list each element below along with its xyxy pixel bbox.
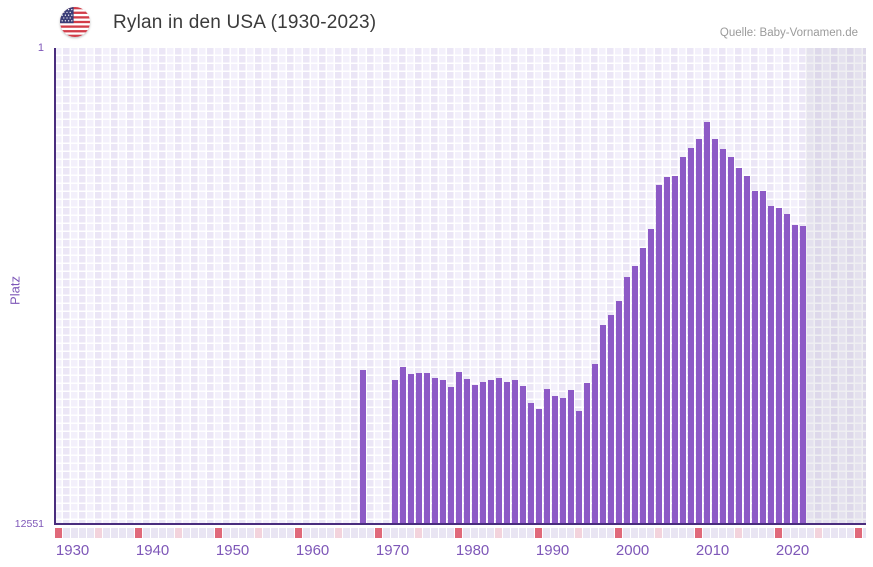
timeline-marker-1955 [255,528,262,538]
bar-1985[interactable] [495,378,503,524]
bar-2016[interactable] [743,176,751,524]
timeline-marker-1950 [215,528,222,538]
bar-1988[interactable] [519,386,527,524]
timeline-marker-2015 [735,528,742,538]
chart-title: Rylan in den USA (1930-2023) [113,12,377,33]
timeline-marker-1935 [95,528,102,538]
timeline-marker-1980 [455,528,462,538]
bar-2000[interactable] [615,301,623,524]
bar-2014[interactable] [727,157,735,524]
bar-2019[interactable] [767,206,775,524]
bar-2005[interactable] [655,185,663,524]
bar-1982[interactable] [471,385,479,524]
plot-area [55,48,866,524]
bar-1990[interactable] [535,409,543,524]
x-tick-1950: 1950 [215,542,250,559]
source-credit: Quelle: Baby-Vornamen.de [719,27,858,39]
bar-1980[interactable] [455,372,463,524]
bar-1992[interactable] [551,396,559,524]
timeline-marker-1995 [575,528,582,538]
bar-2011[interactable] [703,122,711,524]
timeline-marker-1930 [55,528,62,538]
timeline-marker-2005 [655,528,662,538]
x-tick-1990: 1990 [535,542,570,559]
bar-2009[interactable] [687,148,695,524]
timeline-strip [55,528,866,538]
bar-1996[interactable] [583,383,591,524]
bar-1977[interactable] [431,378,439,524]
bar-1986[interactable] [503,382,511,524]
timeline-marker-2030 [855,528,862,538]
us-flag-icon [60,7,90,37]
bar-2007[interactable] [671,176,679,524]
timeline-marker-2010 [695,528,702,538]
y-axis-line [53,48,56,525]
timeline-marker-1990 [535,528,542,538]
bar-1998[interactable] [599,325,607,524]
bar-2006[interactable] [663,177,671,524]
bar-1993[interactable] [559,398,567,524]
bar-2002[interactable] [631,266,639,524]
bar-1975[interactable] [415,373,423,524]
bar-1972[interactable] [391,380,399,524]
x-tick-2010: 2010 [695,542,730,559]
no-data-region [806,48,866,524]
bar-2020[interactable] [775,208,783,524]
bar-1976[interactable] [423,373,431,524]
timeline-marker-1960 [295,528,302,538]
bar-2001[interactable] [623,277,631,524]
bar-2003[interactable] [639,248,647,524]
bar-1973[interactable] [399,367,407,524]
bar-1991[interactable] [543,389,551,524]
bar-1978[interactable] [439,380,447,524]
bar-2017[interactable] [751,191,759,524]
x-tick-1970: 1970 [375,542,410,559]
timeline-marker-1975 [415,528,422,538]
bar-2010[interactable] [695,139,703,524]
bar-2018[interactable] [759,191,767,524]
bar-1974[interactable] [407,374,415,524]
timeline-marker-2025 [815,528,822,538]
bar-1994[interactable] [567,390,575,524]
bar-1999[interactable] [607,315,615,524]
bar-2023[interactable] [799,226,807,524]
x-tick-1930: 1930 [55,542,90,559]
timeline-marker-1985 [495,528,502,538]
timeline-marker-2020 [775,528,782,538]
timeline-marker-1945 [175,528,182,538]
bar-1987[interactable] [511,380,519,524]
bar-1989[interactable] [527,403,535,524]
bar-2008[interactable] [679,157,687,524]
timeline-marker-1940 [135,528,142,538]
bar-2022[interactable] [791,225,799,524]
x-tick-1960: 1960 [295,542,330,559]
y-axis-title: Platz [7,276,23,305]
bar-1981[interactable] [463,379,471,524]
timeline-marker-2000 [615,528,622,538]
bar-2015[interactable] [735,168,743,524]
bar-2021[interactable] [783,214,791,524]
bar-1968[interactable] [359,370,367,524]
x-tick-2020: 2020 [775,542,810,559]
bar-2004[interactable] [647,229,655,524]
bar-2013[interactable] [719,149,727,524]
timeline-marker-1970 [375,528,382,538]
y-tick-max: 12551 [14,518,44,530]
bar-1995[interactable] [575,411,583,524]
bar-2012[interactable] [711,139,719,524]
bar-1997[interactable] [591,364,599,524]
x-tick-1980: 1980 [455,542,490,559]
x-axis-line [53,523,866,526]
bar-1983[interactable] [479,382,487,524]
y-tick-min: 1 [37,42,44,54]
x-tick-2000: 2000 [615,542,650,559]
bar-1979[interactable] [447,387,455,524]
x-tick-1940: 1940 [135,542,170,559]
bar-1984[interactable] [487,380,495,524]
timeline-marker-1965 [335,528,342,538]
